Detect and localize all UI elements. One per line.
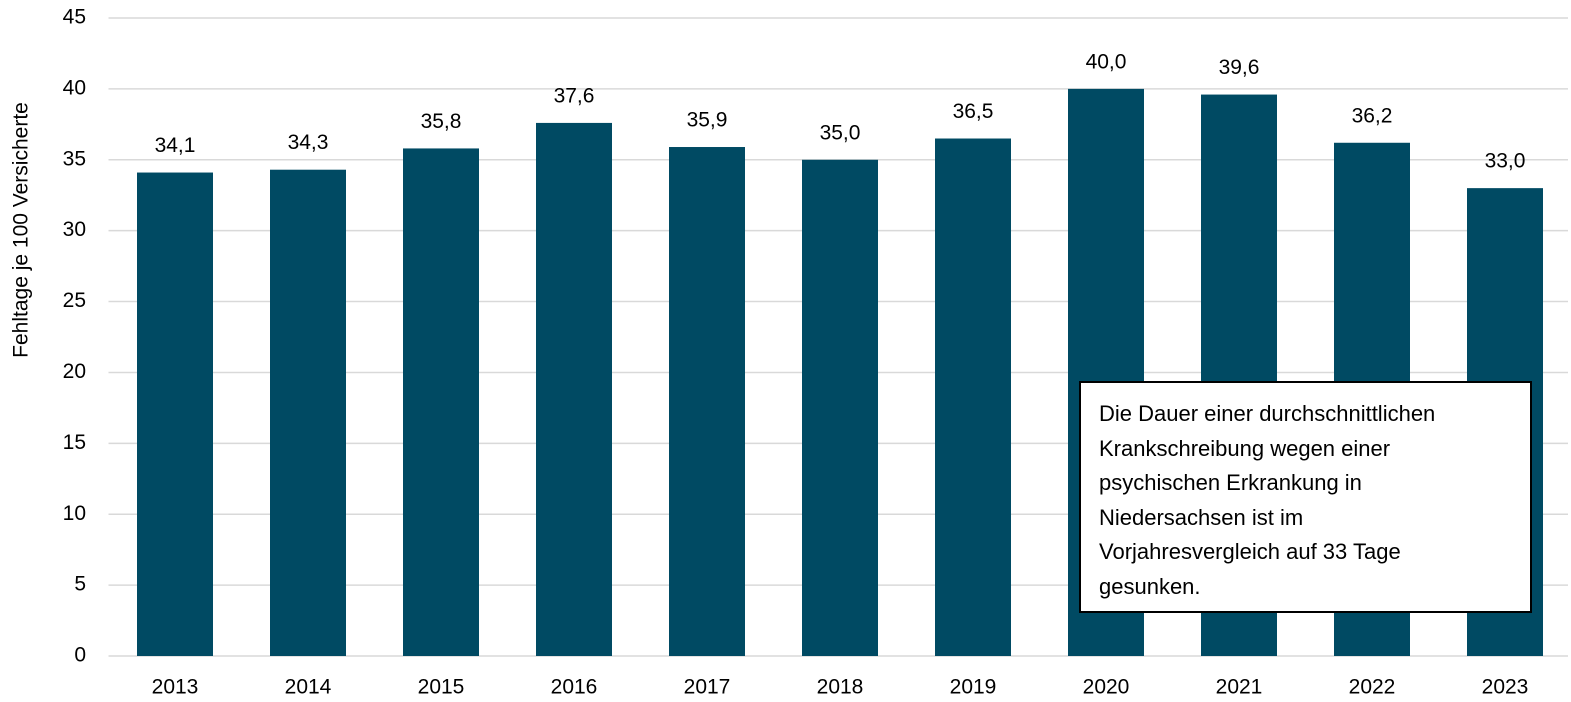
y-tick-label: 30 <box>63 218 86 241</box>
y-tick-label: 10 <box>63 502 86 525</box>
y-tick-label: 0 <box>74 644 86 667</box>
x-tick-label: 2018 <box>817 676 864 699</box>
x-tick-label: 2014 <box>285 676 332 699</box>
y-tick-label: 35 <box>63 147 86 170</box>
annotation-line: Krankschreibung wegen einer <box>1099 435 1391 461</box>
value-label: 35,8 <box>421 110 462 133</box>
value-label: 39,6 <box>1219 56 1260 79</box>
value-label: 40,0 <box>1086 50 1127 73</box>
bar <box>935 138 1011 656</box>
value-label: 35,9 <box>687 109 728 132</box>
bar <box>669 147 745 657</box>
annotation-box: Die Dauer einer durchschnittlichen Kranks… <box>1079 381 1532 613</box>
value-label: 34,3 <box>288 131 329 154</box>
x-tick-label: 2021 <box>1216 676 1263 699</box>
bar <box>403 148 479 657</box>
annotation-line: Vorjahresvergleich auf 33 Tage <box>1099 539 1401 564</box>
y-tick-label: 45 <box>63 6 86 29</box>
annotation-line: gesunken. <box>1099 573 1201 599</box>
value-label: 36,5 <box>953 100 994 123</box>
bar <box>137 172 213 656</box>
x-tick-label: 2016 <box>551 676 598 699</box>
value-label: 37,6 <box>554 84 595 107</box>
x-tick-label: 2015 <box>418 676 465 699</box>
value-label: 36,2 <box>1352 104 1393 127</box>
x-tick-label: 2020 <box>1083 676 1130 699</box>
y-tick-label: 40 <box>63 76 86 99</box>
value-label: 35,0 <box>820 121 861 144</box>
y-tick-label: 20 <box>63 360 86 383</box>
x-tick-label: 2022 <box>1349 676 1396 699</box>
bar <box>802 159 878 656</box>
value-label: 33,0 <box>1485 150 1526 173</box>
value-label: 34,1 <box>155 134 196 157</box>
y-tick-label: 25 <box>63 289 86 312</box>
annotation-line: psychischen Erkrankung in <box>1099 470 1362 495</box>
x-tick-label: 2013 <box>152 676 199 699</box>
x-tick-label: 2023 <box>1482 676 1529 699</box>
bar <box>536 122 612 657</box>
y-tick-label: 5 <box>74 573 86 596</box>
bar <box>270 169 346 657</box>
annotation-line: Niedersachsen ist im <box>1099 504 1304 530</box>
y-axis-label: Fehltage je 100 Versicherte <box>10 102 33 358</box>
x-tick-label: 2017 <box>684 676 731 699</box>
y-tick-label: 15 <box>63 431 86 454</box>
annotation-line: Die Dauer einer durchschnittlichen <box>1099 401 1436 426</box>
x-tick-label: 2019 <box>950 676 997 699</box>
